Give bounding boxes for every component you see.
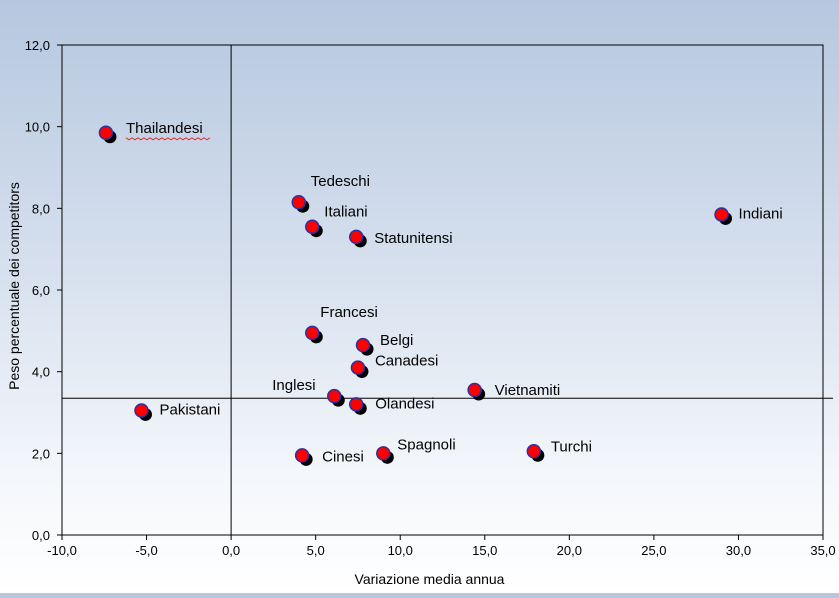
- x-tick-label: -5,0: [135, 543, 157, 558]
- point-label: Italiani: [324, 204, 367, 221]
- data-point-marker: [355, 337, 371, 353]
- x-tick-label: 25,0: [641, 543, 666, 558]
- data-point-marker: [98, 125, 114, 141]
- x-tick-label: 0,0: [222, 543, 240, 558]
- data-point-marker: [349, 397, 364, 412]
- point-label: Indiani: [739, 205, 783, 222]
- x-tick-label: 20,0: [557, 543, 582, 558]
- x-tick-label: 30,0: [726, 543, 751, 558]
- point-label: Inglesi: [272, 377, 315, 394]
- point-label: Turchi: [551, 438, 592, 455]
- data-point: [349, 229, 367, 248]
- point-label: Vietnamiti: [495, 382, 561, 399]
- y-tick-label: 0,0: [32, 528, 50, 543]
- data-point: [134, 403, 152, 421]
- data-point-marker: [305, 219, 320, 234]
- data-point: [526, 444, 545, 462]
- point-label: Thailandesi: [126, 120, 203, 137]
- x-tick-label: 15,0: [472, 543, 497, 558]
- y-tick-label: 8,0: [32, 201, 50, 216]
- data-point: [376, 446, 394, 464]
- point-label: Statunitensi: [374, 230, 452, 247]
- data-point-marker: [467, 382, 482, 398]
- point-label: Francesi: [320, 304, 378, 321]
- data-point-marker: [349, 229, 364, 245]
- point-label: Canadesi: [375, 353, 438, 370]
- point-label: Spagnoli: [397, 436, 455, 453]
- point-label: Cinesi: [322, 448, 364, 465]
- data-point-marker: [291, 194, 307, 210]
- data-point-marker: [350, 360, 366, 375]
- y-tick-label: 6,0: [32, 283, 50, 298]
- x-axis-title: Variazione media annua: [355, 571, 505, 587]
- data-point: [305, 325, 323, 344]
- data-point: [327, 388, 345, 407]
- plot-area: [61, 44, 824, 536]
- point-label: Olandesi: [375, 395, 434, 412]
- data-point: [291, 194, 310, 213]
- data-point: [98, 125, 117, 144]
- data-point-marker: [376, 446, 391, 461]
- x-tick-label: 35,0: [810, 543, 835, 558]
- spellcheck-underline: [125, 137, 211, 141]
- data-point: [294, 448, 313, 466]
- data-point-marker: [526, 444, 542, 459]
- x-tick-label: 10,0: [388, 543, 413, 558]
- data-point: [355, 337, 374, 356]
- data-point-marker: [714, 207, 729, 222]
- point-label: Pakistani: [159, 401, 220, 418]
- data-point: [467, 382, 486, 401]
- y-tick-label: 4,0: [32, 365, 50, 380]
- data-point: [305, 219, 323, 238]
- data-point-marker: [134, 403, 149, 418]
- data-point-marker: [294, 448, 310, 463]
- x-tick-label: -10,0: [47, 543, 77, 558]
- y-tick-label: 2,0: [32, 446, 50, 461]
- x-tick-label: 5,0: [307, 543, 325, 558]
- y-tick-label: 10,0: [25, 120, 50, 135]
- point-label: Tedeschi: [311, 173, 370, 190]
- data-point-marker: [305, 325, 320, 341]
- y-axis-title: Peso percentuale dei competitors: [6, 182, 22, 390]
- point-label: Belgi: [380, 332, 413, 349]
- data-point: [349, 397, 367, 415]
- data-point: [714, 207, 733, 225]
- data-point-marker: [327, 388, 342, 404]
- y-tick-label: 12,0: [25, 38, 50, 53]
- data-point: [350, 360, 369, 379]
